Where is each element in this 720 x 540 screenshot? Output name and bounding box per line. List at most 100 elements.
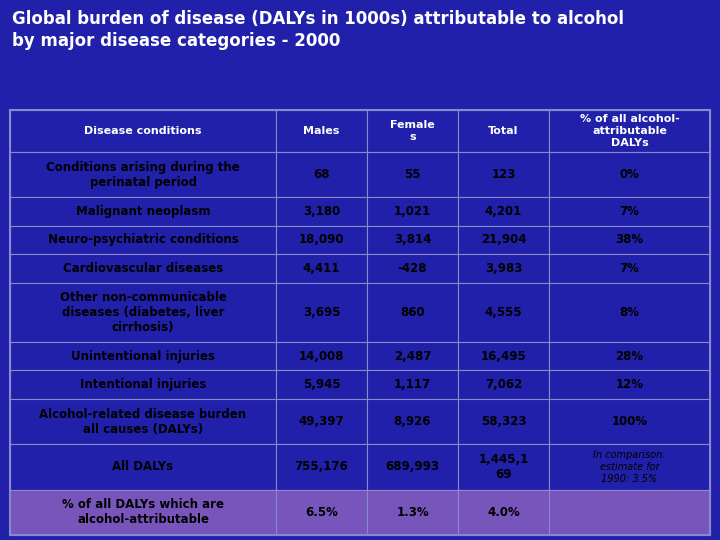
Bar: [276, 254, 367, 282]
Bar: [458, 198, 549, 226]
Bar: [10, 110, 710, 535]
Bar: [276, 490, 367, 535]
Text: Global burden of disease (DALYs in 1000s) attributable to alcohol
by major disea: Global burden of disease (DALYs in 1000s…: [12, 10, 624, 50]
Text: % of all DALYs which are
alcohol-attributable: % of all DALYs which are alcohol-attribu…: [62, 498, 224, 526]
Bar: [276, 226, 367, 254]
Text: 7%: 7%: [620, 262, 639, 275]
Bar: [276, 110, 367, 152]
Bar: [549, 399, 710, 444]
Bar: [10, 490, 276, 535]
Bar: [10, 399, 276, 444]
Bar: [10, 226, 276, 254]
Bar: [276, 399, 367, 444]
Text: 68: 68: [313, 168, 330, 181]
Bar: [549, 342, 710, 370]
Text: % of all alcohol-
attributable
DALYs: % of all alcohol- attributable DALYs: [580, 114, 680, 147]
Text: 2,487: 2,487: [394, 350, 431, 363]
Bar: [367, 399, 458, 444]
Text: Malignant neoplasm: Malignant neoplasm: [76, 205, 210, 218]
Bar: [10, 370, 276, 399]
Text: 3,180: 3,180: [303, 205, 340, 218]
Bar: [549, 254, 710, 282]
Text: Other non-communicable
diseases (diabetes, liver
cirrhosis): Other non-communicable diseases (diabete…: [60, 291, 226, 334]
Text: 3,814: 3,814: [394, 233, 431, 246]
Text: 6.5%: 6.5%: [305, 506, 338, 519]
Text: Female
s: Female s: [390, 120, 435, 142]
Text: Unintentional injuries: Unintentional injuries: [71, 350, 215, 363]
Bar: [10, 342, 276, 370]
Bar: [458, 444, 549, 490]
Text: 100%: 100%: [611, 415, 647, 428]
Text: 689,993: 689,993: [385, 461, 439, 474]
Text: 4,201: 4,201: [485, 205, 522, 218]
Text: Males: Males: [303, 126, 340, 136]
Bar: [10, 110, 276, 152]
Bar: [276, 370, 367, 399]
Text: Disease conditions: Disease conditions: [84, 126, 202, 136]
Bar: [549, 110, 710, 152]
Text: 1,445,1
69: 1,445,1 69: [478, 453, 528, 481]
Bar: [10, 282, 276, 342]
Text: 5,945: 5,945: [302, 378, 341, 391]
Bar: [458, 152, 549, 198]
Bar: [367, 110, 458, 152]
Text: 1,021: 1,021: [394, 205, 431, 218]
Text: 18,090: 18,090: [299, 233, 344, 246]
Bar: [549, 198, 710, 226]
Bar: [549, 490, 710, 535]
Text: 4,555: 4,555: [485, 306, 522, 319]
Text: Conditions arising during the
perinatal period: Conditions arising during the perinatal …: [46, 161, 240, 188]
Bar: [367, 226, 458, 254]
Text: 8%: 8%: [619, 306, 639, 319]
Text: 755,176: 755,176: [294, 461, 348, 474]
Bar: [458, 399, 549, 444]
Text: 55: 55: [404, 168, 420, 181]
Text: 8,926: 8,926: [394, 415, 431, 428]
Text: 14,008: 14,008: [299, 350, 344, 363]
Bar: [458, 282, 549, 342]
Text: 16,495: 16,495: [481, 350, 526, 363]
Bar: [549, 226, 710, 254]
Text: 1,117: 1,117: [394, 378, 431, 391]
Text: 1.3%: 1.3%: [396, 506, 429, 519]
Bar: [367, 490, 458, 535]
Text: 3,695: 3,695: [302, 306, 341, 319]
Bar: [10, 444, 276, 490]
Bar: [458, 490, 549, 535]
Text: 3,983: 3,983: [485, 262, 522, 275]
Bar: [367, 342, 458, 370]
Bar: [276, 282, 367, 342]
Bar: [549, 152, 710, 198]
Bar: [367, 254, 458, 282]
Text: 123: 123: [491, 168, 516, 181]
Bar: [458, 254, 549, 282]
Text: All DALYs: All DALYs: [112, 461, 174, 474]
Text: 7,062: 7,062: [485, 378, 522, 391]
Text: Neuro-psychiatric conditions: Neuro-psychiatric conditions: [48, 233, 238, 246]
Bar: [10, 198, 276, 226]
Text: 0%: 0%: [620, 168, 639, 181]
Bar: [549, 370, 710, 399]
Bar: [549, 444, 710, 490]
Text: 49,397: 49,397: [299, 415, 344, 428]
Bar: [367, 370, 458, 399]
Bar: [276, 342, 367, 370]
Text: 21,904: 21,904: [481, 233, 526, 246]
Bar: [10, 152, 276, 198]
Text: 12%: 12%: [616, 378, 644, 391]
Bar: [276, 198, 367, 226]
Bar: [10, 254, 276, 282]
Bar: [367, 152, 458, 198]
Bar: [367, 198, 458, 226]
Text: 7%: 7%: [620, 205, 639, 218]
Text: 38%: 38%: [616, 233, 644, 246]
Bar: [458, 110, 549, 152]
Bar: [276, 444, 367, 490]
Text: Intentional injuries: Intentional injuries: [80, 378, 206, 391]
Text: 28%: 28%: [616, 350, 644, 363]
Text: In comparison:
estimate for
1990: 3.5%: In comparison: estimate for 1990: 3.5%: [593, 450, 666, 483]
Bar: [458, 370, 549, 399]
Bar: [367, 282, 458, 342]
Text: 4.0%: 4.0%: [487, 506, 520, 519]
Bar: [458, 226, 549, 254]
